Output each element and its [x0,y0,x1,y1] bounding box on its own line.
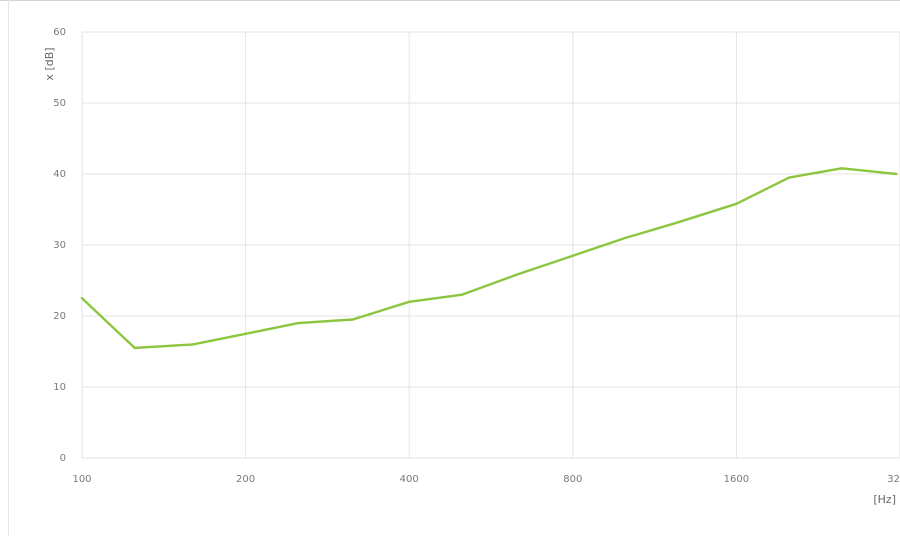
x-tick-labels: 100 200 400 800 1600 3200 [72,474,900,485]
y-tick-labels: 0 10 20 30 40 50 60 [53,27,66,464]
y-tick-label-0: 0 [60,453,66,464]
y-tick-label-3: 30 [53,240,66,251]
y-gridlines [82,31,900,459]
x-tick-label-1: 200 [236,474,255,485]
x-axis-label: [Hz] [873,493,896,506]
y-tick-label-1: 10 [53,382,66,393]
data-point-10 [624,236,627,240]
y-tick-label-5: 50 [53,98,66,109]
y-tick-label-2: 20 [53,311,66,322]
data-point-2 [191,343,195,346]
x-gridlines [81,32,900,458]
data-point-6 [408,300,411,303]
data-point-8 [515,273,518,277]
series-line-0 [80,167,898,350]
x-tick-label-4: 1600 [724,474,749,485]
x-tick-label-5: 3200 [887,474,900,485]
top-border [0,0,900,1]
data-point-4 [297,321,300,325]
data-point-13 [787,176,791,179]
data-point-9 [571,254,574,257]
data-point-0 [80,297,84,300]
x-tick-label-2: 400 [400,474,419,485]
left-border [8,0,9,536]
data-point-12 [735,202,738,206]
y-axis-label: x [dB] [43,47,56,80]
series-layer [80,167,898,350]
y-tick-label-4: 40 [53,169,66,180]
x-tick-label-3: 800 [563,474,582,485]
data-point-3 [244,332,247,335]
y-tick-label-6: 60 [53,27,66,38]
data-point-1 [133,346,136,350]
x-tick-label-0: 100 [72,474,91,485]
data-point-7 [460,293,464,296]
data-point-14 [840,167,843,170]
data-point-11 [676,221,680,224]
data-point-15 [895,172,898,176]
data-point-5 [351,318,355,321]
